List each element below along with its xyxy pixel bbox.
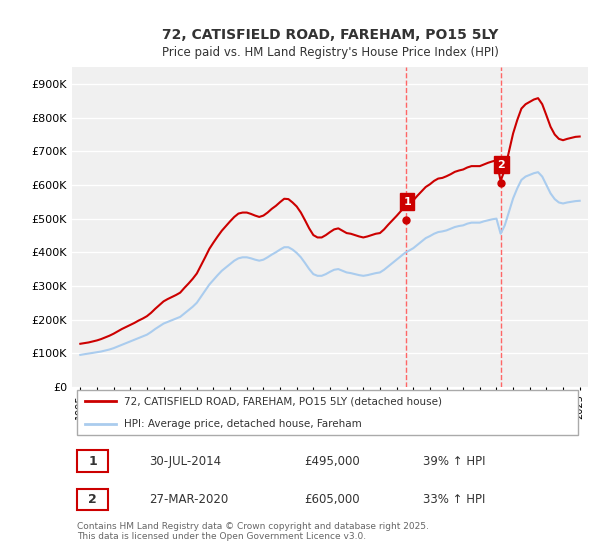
Text: 27-MAR-2020: 27-MAR-2020 [149, 493, 229, 506]
Text: 72, CATISFIELD ROAD, FAREHAM, PO15 5LY: 72, CATISFIELD ROAD, FAREHAM, PO15 5LY [162, 28, 498, 42]
Text: 1: 1 [88, 455, 97, 468]
Text: 39% ↑ HPI: 39% ↑ HPI [423, 455, 485, 468]
Text: 33% ↑ HPI: 33% ↑ HPI [423, 493, 485, 506]
Text: £605,000: £605,000 [304, 493, 360, 506]
Text: 1: 1 [403, 197, 411, 207]
FancyBboxPatch shape [77, 489, 108, 510]
Text: 2: 2 [497, 160, 505, 170]
Text: 2: 2 [88, 493, 97, 506]
Text: HPI: Average price, detached house, Fareham: HPI: Average price, detached house, Fare… [124, 419, 361, 428]
Text: Contains HM Land Registry data © Crown copyright and database right 2025.
This d: Contains HM Land Registry data © Crown c… [77, 521, 429, 541]
Text: £495,000: £495,000 [304, 455, 360, 468]
FancyBboxPatch shape [77, 450, 108, 472]
FancyBboxPatch shape [77, 390, 578, 436]
Text: 72, CATISFIELD ROAD, FAREHAM, PO15 5LY (detached house): 72, CATISFIELD ROAD, FAREHAM, PO15 5LY (… [124, 396, 442, 406]
Text: Price paid vs. HM Land Registry's House Price Index (HPI): Price paid vs. HM Land Registry's House … [161, 46, 499, 59]
Text: 30-JUL-2014: 30-JUL-2014 [149, 455, 221, 468]
